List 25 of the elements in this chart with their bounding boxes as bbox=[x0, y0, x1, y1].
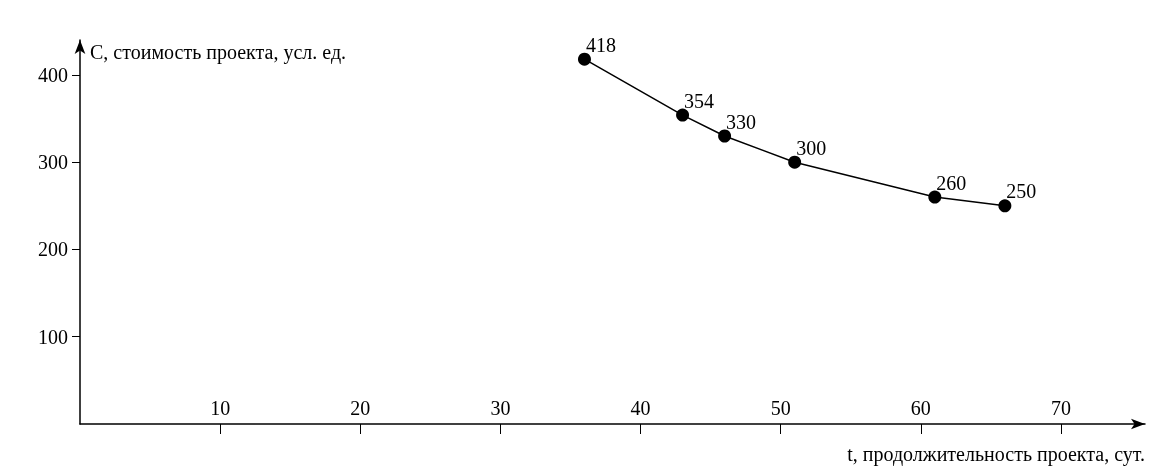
y-tick-label: 100 bbox=[38, 325, 68, 348]
y-tick-label: 300 bbox=[38, 151, 68, 174]
x-tick-label: 30 bbox=[490, 397, 511, 419]
data-label: 418 bbox=[585, 33, 616, 56]
x-tick-label: 10 bbox=[210, 397, 231, 419]
point bbox=[676, 108, 690, 122]
x-axis-title: t, продолжительность проекта, сут. bbox=[847, 443, 1145, 466]
data-label: 250 bbox=[1006, 180, 1037, 203]
x-tick-label: 70 bbox=[1050, 397, 1071, 419]
x-tick-label: 40 bbox=[630, 397, 651, 419]
y-tick-label: 200 bbox=[38, 238, 68, 261]
data-label: 260 bbox=[936, 171, 967, 194]
point bbox=[718, 129, 732, 143]
point bbox=[928, 190, 942, 204]
data-label: 300 bbox=[796, 136, 827, 159]
data-label: 330 bbox=[726, 110, 757, 133]
point bbox=[577, 52, 591, 66]
point bbox=[788, 155, 802, 169]
y-tick-label: 400 bbox=[38, 63, 68, 86]
x-tick-label: 50 bbox=[770, 397, 791, 419]
y-axis-title: C, стоимость проекта, усл. ед. bbox=[90, 41, 347, 64]
data-label: 354 bbox=[684, 89, 715, 112]
x-tick-label: 20 bbox=[350, 397, 371, 419]
point bbox=[998, 199, 1012, 213]
x-tick-label: 60 bbox=[910, 397, 931, 419]
